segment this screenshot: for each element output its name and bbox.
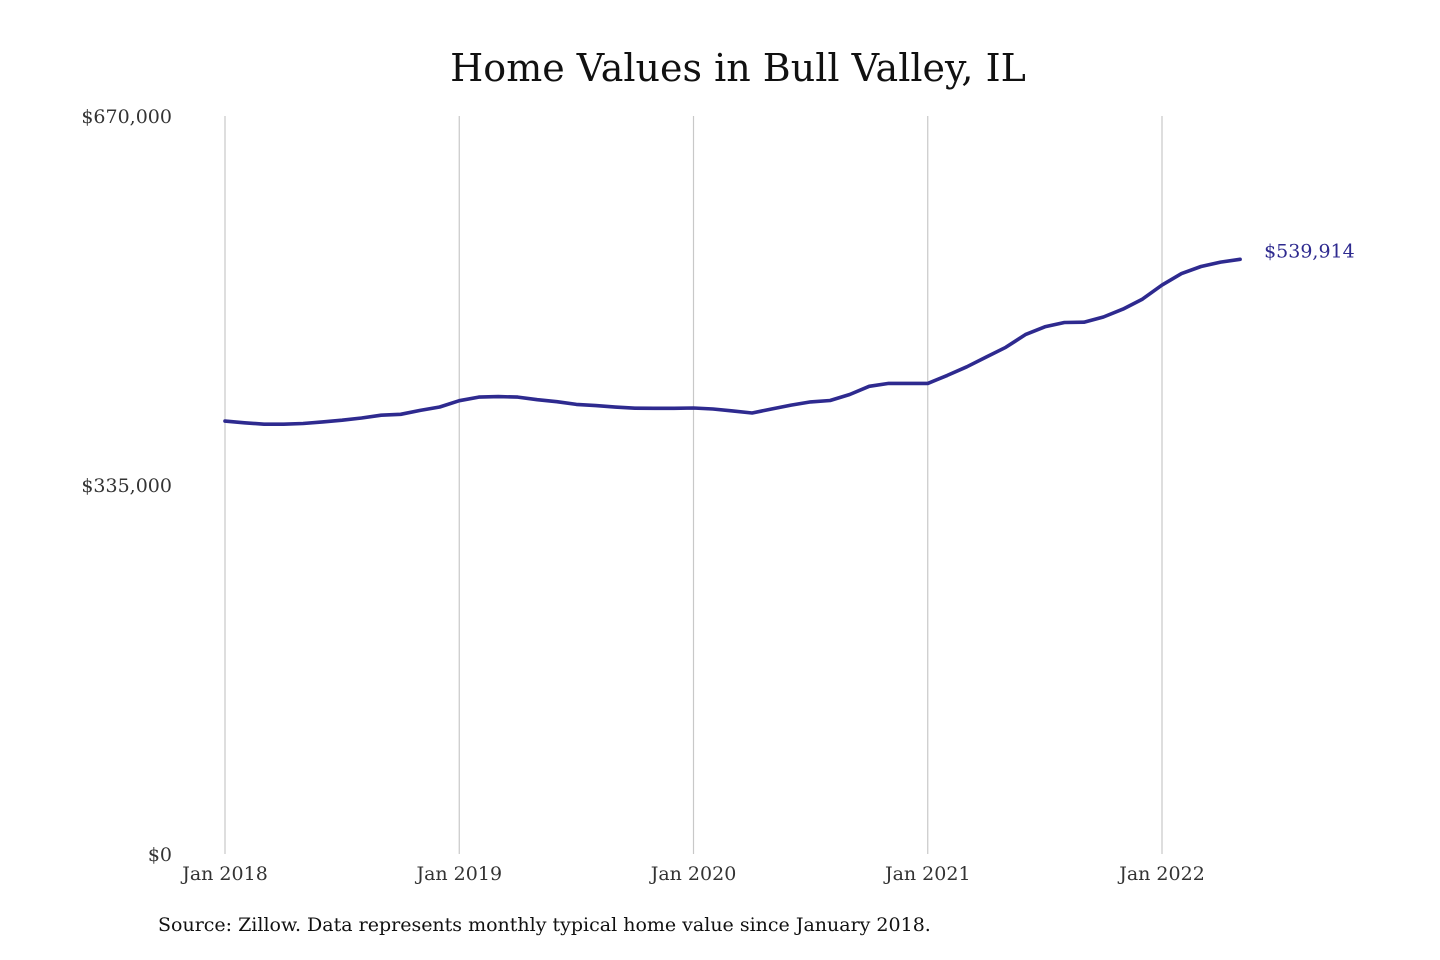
y-tick-label: $670,000 (81, 106, 172, 128)
annotation-layer: $539,914 (1264, 240, 1355, 262)
x-tick-label: Jan 2019 (414, 863, 502, 885)
chart-title: Home Values in Bull Valley, IL (450, 46, 1026, 90)
y-tick-label: $335,000 (81, 475, 172, 497)
y-tick-label: $0 (148, 844, 172, 866)
x-tick-label: Jan 2021 (883, 863, 971, 885)
x-tick-label: Jan 2022 (1117, 863, 1205, 885)
x-tick-label: Jan 2018 (180, 863, 268, 885)
x-axis-tick-labels: Jan 2018 Jan 2019 Jan 2020 Jan 2021 Jan 2022 (180, 863, 1205, 885)
x-tick-label: Jan 2020 (649, 863, 737, 885)
source-note: Source: Zillow. Data represents monthly … (158, 914, 931, 936)
end-value-label: $539,914 (1264, 240, 1355, 262)
grid-lines (224, 116, 1163, 854)
series-line (223, 257, 1242, 427)
series-layer (223, 257, 1242, 427)
y-axis-tick-labels: $0 $335,000 $670,000 (81, 106, 172, 866)
